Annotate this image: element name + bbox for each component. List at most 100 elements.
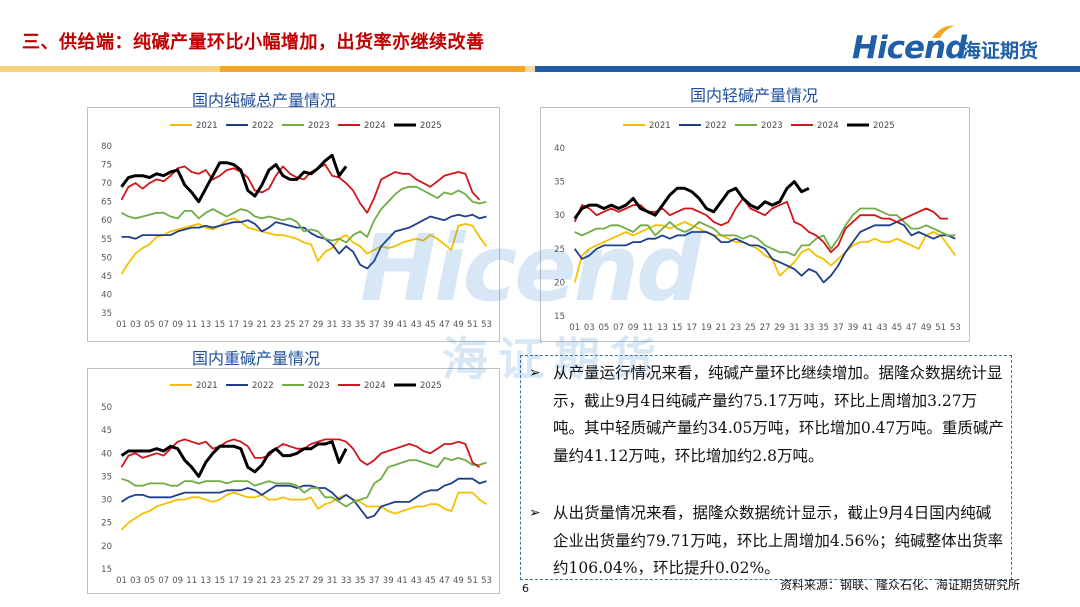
x-tick-label: 27 <box>299 576 310 586</box>
x-tick-label: 47 <box>439 576 450 586</box>
x-tick-label: 15 <box>672 323 683 333</box>
summary-point-1: ➢ 从产量运行情况来看，纯碱产量环比继续增加。据隆众数据统计显示，截止9月4日纯… <box>529 360 1005 470</box>
logo-swoosh-icon <box>932 25 954 38</box>
x-tick-label: 11 <box>186 320 197 330</box>
summary-textbox: ➢ 从产量运行情况来看，纯碱产量环比继续增加。据隆众数据统计显示，截止9月4日纯… <box>520 355 1012 580</box>
x-tick-label: 31 <box>327 576 338 586</box>
x-tick-label: 37 <box>833 323 844 333</box>
series-line-2022 <box>573 221 956 284</box>
legend-label-2021: 2021 <box>196 381 218 391</box>
chart-title-heavy: 国内重碱产量情况 <box>192 349 321 368</box>
summary-point-2-text: 从出货量情况来看，据隆众数据统计显示，截止9月4日国内纯碱企业出货量约79.71… <box>553 504 1004 577</box>
x-tick-label: 17 <box>228 576 239 586</box>
series-line-2021 <box>120 491 487 531</box>
x-tick-label: 35 <box>355 320 366 330</box>
x-tick-label: 21 <box>256 320 267 330</box>
y-tick-label: 40 <box>554 144 565 154</box>
y-tick-label: 35 <box>101 472 112 482</box>
x-tick-label: 09 <box>172 576 183 586</box>
x-tick-label: 13 <box>200 576 211 586</box>
x-tick-label: 45 <box>425 576 436 586</box>
legend-label-2022: 2022 <box>252 381 274 391</box>
x-tick-label: 23 <box>271 320 282 330</box>
x-tick-label: 39 <box>383 576 394 586</box>
x-tick-label: 47 <box>439 320 450 330</box>
y-tick-label: 40 <box>101 449 112 459</box>
x-tick-label: 53 <box>481 320 492 330</box>
legend-label-2023: 2023 <box>761 121 783 131</box>
x-tick-label: 25 <box>285 576 296 586</box>
y-tick-label: 15 <box>554 312 565 322</box>
x-tick-label: 07 <box>613 323 624 333</box>
series-line-2023 <box>121 185 487 244</box>
x-tick-label: 09 <box>172 320 183 330</box>
x-tick-label: 53 <box>950 323 961 333</box>
x-tick-label: 21 <box>716 323 727 333</box>
y-tick-label: 30 <box>554 211 565 221</box>
x-tick-label: 15 <box>214 576 225 586</box>
header-bar-light <box>525 66 535 72</box>
x-tick-label: 45 <box>425 320 436 330</box>
series-line-2025 <box>573 180 810 220</box>
x-tick-label: 33 <box>341 576 352 586</box>
y-tick-label: 35 <box>101 309 112 319</box>
x-tick-label: 49 <box>453 576 464 586</box>
x-tick-label: 43 <box>411 576 422 586</box>
arrow-bullet-icon: ➢ <box>529 505 541 521</box>
y-tick-label: 50 <box>101 253 112 263</box>
x-tick-label: 17 <box>686 323 697 333</box>
summary-point-1-text: 从产量运行情况来看，纯碱产量环比继续增加。据隆众数据统计显示，截止9月4日纯碱产… <box>553 364 1004 465</box>
x-tick-label: 49 <box>453 320 464 330</box>
page-title: 三、供给端：纯碱产量环比小幅增加，出货率亦继续改善 <box>22 32 485 53</box>
x-tick-label: 17 <box>228 320 239 330</box>
x-tick-label: 05 <box>144 320 155 330</box>
x-tick-label: 19 <box>701 323 712 333</box>
y-tick-label: 35 <box>554 178 565 188</box>
chart-total-svg: 2021 2022 2023 2024 2025 35 40 45 50 55 60 65 70 75 80… <box>101 121 492 330</box>
x-tick-label: 01 <box>569 323 580 333</box>
chart-title-light: 国内轻碱产量情况 <box>690 86 819 105</box>
x-tick-label: 33 <box>341 320 352 330</box>
series-line-2023 <box>121 457 487 508</box>
series-line-2021 <box>573 221 957 283</box>
x-tick-label: 19 <box>242 576 253 586</box>
x-tick-label: 09 <box>628 323 639 333</box>
header-bar-orange <box>220 66 525 72</box>
x-tick-label: 51 <box>467 320 478 330</box>
y-tick-label: 50 <box>101 403 112 413</box>
x-tick-label: 29 <box>774 323 785 333</box>
page-number: 6 <box>522 582 529 595</box>
x-tick-label: 25 <box>285 320 296 330</box>
legend-label-2024: 2024 <box>364 381 386 391</box>
x-tick-label: 41 <box>397 576 408 586</box>
chart-total: 2021 2022 2023 2024 2025 35 40 45 50 55 60 65 70 75 80… <box>87 107 500 342</box>
x-tick-label: 43 <box>877 323 888 333</box>
x-tick-label: 33 <box>804 323 815 333</box>
x-tick-label: 49 <box>921 323 932 333</box>
x-tick-label: 23 <box>271 576 282 586</box>
x-tick-label: 43 <box>411 320 422 330</box>
arrow-bullet-icon: ➢ <box>529 365 541 381</box>
series-line-2024 <box>120 163 481 214</box>
x-tick-label: 11 <box>642 323 653 333</box>
y-tick-label: 25 <box>554 245 565 255</box>
x-tick-label: 41 <box>862 323 873 333</box>
y-tick-label: 20 <box>101 542 112 552</box>
x-tick-label: 13 <box>657 323 668 333</box>
series-line-2021 <box>120 217 488 275</box>
x-tick-label: 47 <box>906 323 917 333</box>
x-tick-label: 31 <box>327 320 338 330</box>
x-tick-label: 41 <box>397 320 408 330</box>
legend-label-2022: 2022 <box>252 121 274 131</box>
source-note: 资料来源：钢联、隆众石化、海证期货研究所 <box>780 578 1021 592</box>
x-tick-label: 45 <box>891 323 902 333</box>
series-line-2024 <box>120 438 481 468</box>
legend-label-2023: 2023 <box>308 121 330 131</box>
y-tick-label: 80 <box>101 142 112 152</box>
chart-heavy: 2021 2022 2023 2024 2025 15 20 25 30 35 40 45 50 01 03… <box>87 368 500 594</box>
x-tick-label: 27 <box>760 323 771 333</box>
series-line-2025 <box>120 440 348 478</box>
legend-label-2023: 2023 <box>308 381 330 391</box>
x-tick-label: 13 <box>200 320 211 330</box>
x-tick-label: 03 <box>584 323 595 333</box>
